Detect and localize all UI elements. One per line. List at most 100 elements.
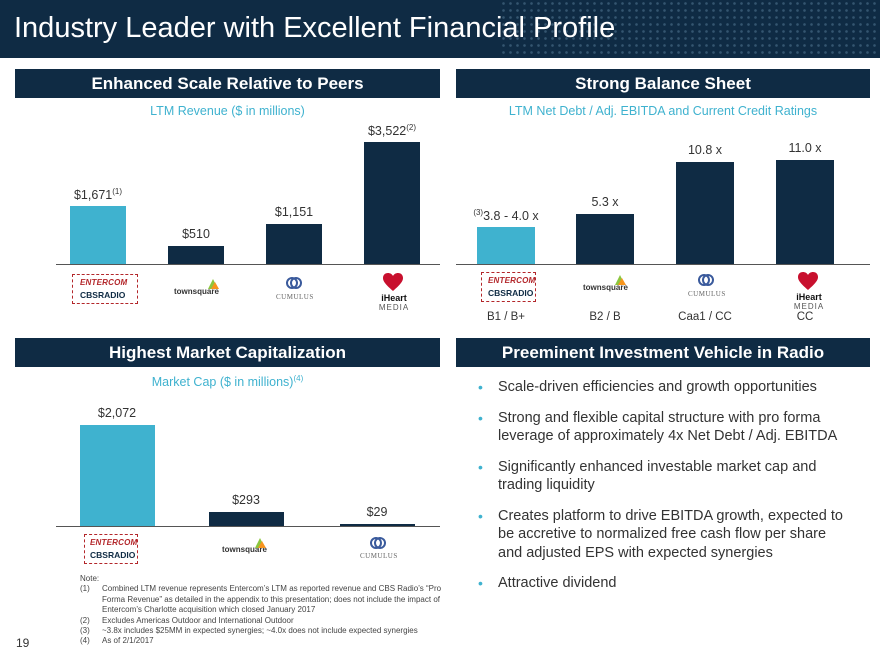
entercom-cbs-highlight [72, 274, 138, 304]
footnote-number: (3) [80, 626, 90, 636]
marketcap-value-label: $2,072 [97, 406, 137, 420]
marketcap-subtitle-text: Market Cap ($ in millions) [151, 375, 294, 390]
bullet-item: • Creates platform to drive EBITDA growth… [478, 507, 848, 563]
iheart-icon [382, 272, 404, 297]
footnote-text: Excludes Americas Outdoor and Internatio… [102, 615, 294, 625]
leverage-value-label: (3)3.8 - 4.0 x [473, 208, 539, 224]
cbs-radio-logo: CBSRADIO [80, 290, 126, 300]
vehicle-bullet-list: • Scale-driven efficiencies and growth op… [478, 378, 848, 605]
iheart-wordmark: iHeart [381, 293, 407, 303]
leverage-value-label: 11.0 x [788, 141, 822, 155]
bullet-dot-icon: • [478, 575, 483, 591]
footnote-text: Combined LTM revenue represents Entercom… [102, 584, 442, 615]
footnote-number: (4) [80, 636, 90, 646]
cumulus-icon [286, 276, 302, 295]
marketcap-subtitle: Market Cap ($ in millions)(4) [15, 374, 440, 389]
notes-label: Note: [80, 574, 100, 583]
leverage-bar [676, 161, 734, 264]
leverage-bar [776, 160, 834, 264]
revenue-value-label: $1,151 [274, 205, 314, 220]
vehicle-heading: Preeminent Investment Vehicle in Radio [456, 338, 870, 367]
leverage-value-label: 10.8 x [687, 142, 723, 157]
credit-rating-label: B1 / B+ [486, 311, 526, 323]
footnote-2: (2) Excludes Americas Outdoor and Interna… [80, 616, 450, 626]
footnote-number: (1) [80, 584, 90, 594]
entercom-logo-2: ENTERCOM [488, 276, 536, 285]
bullet-text: Strong and flexible capital structure wi… [498, 409, 838, 445]
credit-rating-label: Caa1 / CC [678, 311, 732, 323]
revenue-bar [266, 224, 322, 264]
balance-subtitle: LTM Net Debt / Adj. EBITDA and Current C… [508, 104, 818, 118]
entercom-logo: ENTERCOM [80, 278, 128, 287]
title-bar: Industry Leader with Excellent Financial… [0, 0, 880, 58]
revenue-chart-baseline [56, 264, 440, 265]
footnotes: Note: (1) Combined LTM revenue represents… [80, 574, 450, 647]
iheart-media-wordmark-2: MEDIA [793, 302, 825, 311]
revenue-value-label: $3,522(2) [367, 123, 416, 139]
bullet-text: Significantly enhanced investable market… [498, 458, 817, 494]
cumulus-icon-2 [698, 273, 714, 292]
iheart-wordmark-2: iHeart [796, 292, 822, 302]
iheart-media-wordmark: MEDIA [378, 303, 410, 312]
entercom-cbs-highlight-2 [481, 272, 536, 302]
revenue-value-label: $510 [182, 227, 210, 242]
townsquare-icon-3 [253, 536, 267, 555]
balance-heading: Strong Balance Sheet [456, 69, 870, 98]
footnote-number: (2) [80, 615, 90, 625]
bullet-dot-icon: • [478, 409, 483, 426]
footnote-1: (1) Combined LTM revenue represents Enter… [80, 584, 450, 615]
cumulus-logo: CUMULUS [276, 293, 314, 301]
iheart-icon-2 [797, 271, 819, 296]
bullet-text: Scale-driven efficiencies and growth opp… [498, 379, 817, 395]
bullet-item: • Significantly enhanced investable marke… [478, 458, 848, 495]
bullet-item: • Scale-driven efficiencies and growth op… [478, 378, 848, 397]
page-number: 19 [16, 636, 30, 650]
bullet-dot-icon: • [478, 507, 483, 524]
revenue-bar [168, 246, 224, 264]
leverage-chart-baseline [456, 264, 870, 265]
dot-pattern [500, 0, 880, 58]
footnote-text: ~3.8x includes $25MM in expected synergi… [102, 626, 418, 636]
entercom-logo-3: ENTERCOM [90, 538, 138, 547]
scale-subtitle: LTM Revenue ($ in millions) [150, 104, 305, 118]
leverage-bar [576, 213, 634, 264]
bullet-text: Attractive dividend [498, 575, 617, 591]
marketcap-chart-baseline [56, 526, 440, 527]
cumulus-logo-2: CUMULUS [688, 290, 726, 298]
marketcap-bar [208, 511, 284, 526]
marketcap-bar [79, 425, 155, 526]
scale-heading: Enhanced Scale Relative to Peers [15, 69, 440, 98]
revenue-value-label: $1,671(1) [73, 187, 122, 203]
footnote-3: (3) ~3.8x includes $25MM in expected syne… [80, 626, 450, 636]
marketcap-value-label: $29 [366, 505, 388, 519]
revenue-bar [70, 206, 126, 264]
entercom-cbs-highlight-3 [84, 534, 138, 564]
credit-rating-label: B2 / B [589, 311, 621, 323]
cumulus-logo-3: CUMULUS [360, 552, 398, 560]
marketcap-bar [339, 524, 415, 526]
credit-rating-label: CC [796, 311, 814, 323]
cumulus-icon-3 [370, 536, 386, 555]
marketcap-value-label: $293 [232, 492, 260, 507]
bullet-dot-icon: • [478, 458, 483, 475]
townsquare-logo: townsquare [174, 287, 219, 296]
leverage-bar [477, 227, 535, 264]
bullet-item: • Attractive dividend [478, 574, 848, 593]
page-title: Industry Leader with Excellent Financial… [14, 12, 616, 44]
iheart-logo: iHeart MEDIA [374, 293, 414, 313]
townsquare-icon-2 [613, 273, 627, 292]
leverage-value-label: 5.3 x [591, 194, 619, 209]
iheart-logo-2: iHeart MEDIA [789, 292, 829, 312]
bullet-dot-icon: • [478, 379, 483, 395]
cbs-radio-logo-2: CBSRADIO [488, 288, 534, 298]
bullet-item: • Strong and flexible capital structure w… [478, 409, 848, 446]
townsquare-logo-3: townsquare [222, 545, 267, 554]
marketcap-heading: Highest Market Capitalization [15, 338, 440, 367]
bullet-text: Creates platform to drive EBITDA growth,… [498, 507, 843, 561]
footnote-text: As of 2/1/2017 [102, 636, 154, 646]
cbs-radio-logo-3: CBSRADIO [90, 550, 136, 560]
footnote-4: (4) As of 2/1/2017 [80, 636, 450, 646]
townsquare-icon [206, 277, 220, 296]
townsquare-logo-2: townsquare [583, 283, 628, 292]
revenue-bar [364, 142, 420, 264]
